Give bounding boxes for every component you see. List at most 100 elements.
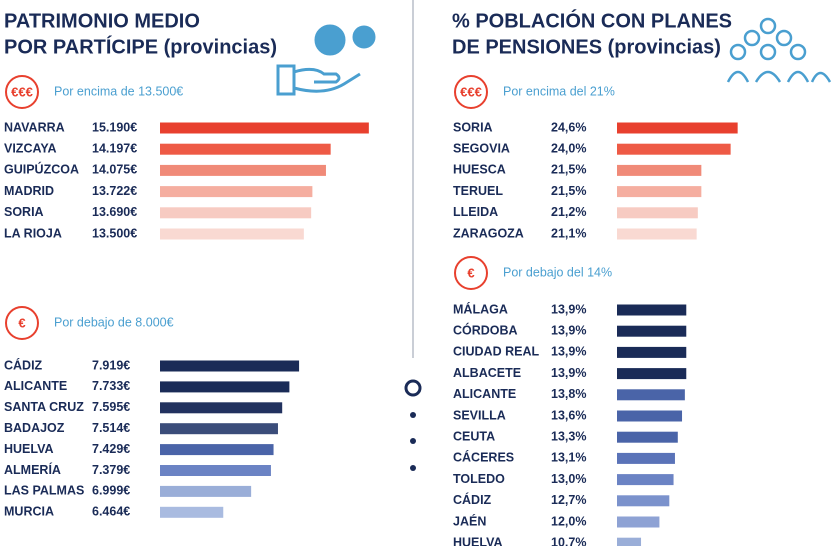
value-label: 7.514€ bbox=[92, 421, 130, 435]
bar bbox=[617, 410, 683, 422]
bar bbox=[617, 325, 687, 337]
badge bbox=[454, 256, 488, 290]
badge-label: € bbox=[467, 265, 474, 280]
value-label: 24,0% bbox=[551, 141, 586, 155]
category-label: SORIA bbox=[4, 205, 44, 219]
value-label: 13,9% bbox=[551, 345, 586, 359]
bar bbox=[160, 186, 313, 198]
bar bbox=[160, 485, 252, 497]
value-label: 13,8% bbox=[551, 387, 586, 401]
divider-dot bbox=[410, 412, 416, 418]
bar bbox=[160, 228, 304, 240]
divider-dot bbox=[410, 465, 416, 471]
value-label: 7.379€ bbox=[92, 463, 130, 477]
bar bbox=[160, 381, 290, 393]
bar bbox=[617, 537, 642, 546]
category-label: SORIA bbox=[453, 120, 493, 134]
value-label: 21,5% bbox=[551, 184, 586, 198]
category-label: ZARAGOZA bbox=[453, 226, 524, 240]
bar bbox=[617, 228, 697, 240]
value-label: 15.190€ bbox=[92, 120, 137, 134]
subtitle: Por encima del 21% bbox=[503, 84, 615, 98]
value-label: 21,5% bbox=[551, 163, 586, 177]
category-label: CIUDAD REAL bbox=[453, 345, 539, 359]
badge-label: € bbox=[18, 315, 25, 330]
value-label: 7.919€ bbox=[92, 358, 130, 372]
category-label: JAÉN bbox=[453, 513, 486, 528]
category-label: BADAJOZ bbox=[4, 421, 65, 435]
badge bbox=[454, 75, 488, 109]
value-label: 12,0% bbox=[551, 514, 586, 528]
category-label: NAVARRA bbox=[4, 120, 65, 134]
value-label: 6.999€ bbox=[92, 484, 130, 498]
value-label: 13.690€ bbox=[92, 205, 137, 219]
bar bbox=[160, 444, 274, 456]
category-label: LA RIOJA bbox=[4, 226, 62, 240]
section-title: % POBLACIÓN CON PLANES bbox=[452, 8, 732, 32]
bar bbox=[617, 304, 687, 316]
bar bbox=[160, 465, 271, 476]
value-label: 24,6% bbox=[551, 120, 586, 134]
category-label: ALBACETE bbox=[453, 366, 521, 380]
category-label: HUELVA bbox=[453, 535, 503, 546]
category-label: MADRID bbox=[4, 184, 54, 198]
badge-label: €€€ bbox=[460, 84, 482, 99]
bar bbox=[617, 368, 687, 380]
category-label: SEGOVIA bbox=[453, 141, 510, 155]
value-label: 7.429€ bbox=[92, 442, 130, 456]
category-label: SANTA CRUZ bbox=[4, 400, 84, 414]
value-label: 13,6% bbox=[551, 408, 586, 422]
bar bbox=[160, 506, 224, 518]
value-label: 13,9% bbox=[551, 302, 586, 316]
bar bbox=[617, 389, 685, 401]
category-label: CÁCERES bbox=[453, 450, 514, 465]
divider-dot bbox=[410, 438, 416, 444]
bar bbox=[617, 452, 675, 464]
category-label: CÁDIZ bbox=[4, 357, 43, 372]
value-label: 13.500€ bbox=[92, 226, 137, 240]
bar bbox=[617, 122, 738, 134]
value-label: 13.722€ bbox=[92, 184, 137, 198]
bar bbox=[160, 207, 312, 219]
bar bbox=[617, 516, 660, 528]
value-label: 10,7% bbox=[551, 535, 586, 546]
bar bbox=[617, 474, 674, 486]
bar bbox=[160, 122, 369, 134]
bar bbox=[617, 143, 731, 155]
category-label: GUIPÚZCOA bbox=[4, 162, 79, 177]
bar bbox=[160, 402, 283, 414]
section-title: DE PENSIONES (provincias) bbox=[452, 36, 721, 58]
category-label: CÓRDOBA bbox=[453, 322, 518, 337]
value-label: 13,9% bbox=[551, 366, 586, 380]
badge-label: €€€ bbox=[11, 84, 33, 99]
value-label: 14.075€ bbox=[92, 163, 137, 177]
bar bbox=[160, 360, 300, 372]
section-title: POR PARTÍCIPE (provincias) bbox=[4, 35, 277, 58]
category-label: CÁDIZ bbox=[453, 492, 492, 507]
bar bbox=[160, 143, 331, 155]
category-label: ALMERÍA bbox=[4, 462, 61, 477]
category-label: HUESCA bbox=[453, 163, 506, 177]
value-label: 6.464€ bbox=[92, 505, 130, 519]
value-label: 13,3% bbox=[551, 429, 586, 443]
category-label: ALICANTE bbox=[453, 387, 516, 401]
bar bbox=[617, 164, 702, 176]
category-label: LAS PALMAS bbox=[4, 484, 84, 498]
category-label: MÁLAGA bbox=[453, 301, 508, 316]
value-label: 21,2% bbox=[551, 205, 586, 219]
category-label: CEUTA bbox=[453, 429, 495, 443]
value-label: 12,7% bbox=[551, 493, 586, 507]
value-label: 14.197€ bbox=[92, 141, 137, 155]
bar bbox=[617, 186, 702, 198]
subtitle: Por debajo del 14% bbox=[503, 265, 612, 279]
bar bbox=[617, 431, 678, 443]
category-label: ALICANTE bbox=[4, 379, 67, 393]
category-label: TOLEDO bbox=[453, 472, 505, 486]
value-label: 13,1% bbox=[551, 451, 586, 465]
category-label: VIZCAYA bbox=[4, 141, 57, 155]
category-label: MURCIA bbox=[4, 505, 54, 519]
bar bbox=[617, 207, 698, 219]
section-title: PATRIMONIO MEDIO bbox=[4, 10, 200, 32]
people-icon bbox=[726, 17, 832, 83]
